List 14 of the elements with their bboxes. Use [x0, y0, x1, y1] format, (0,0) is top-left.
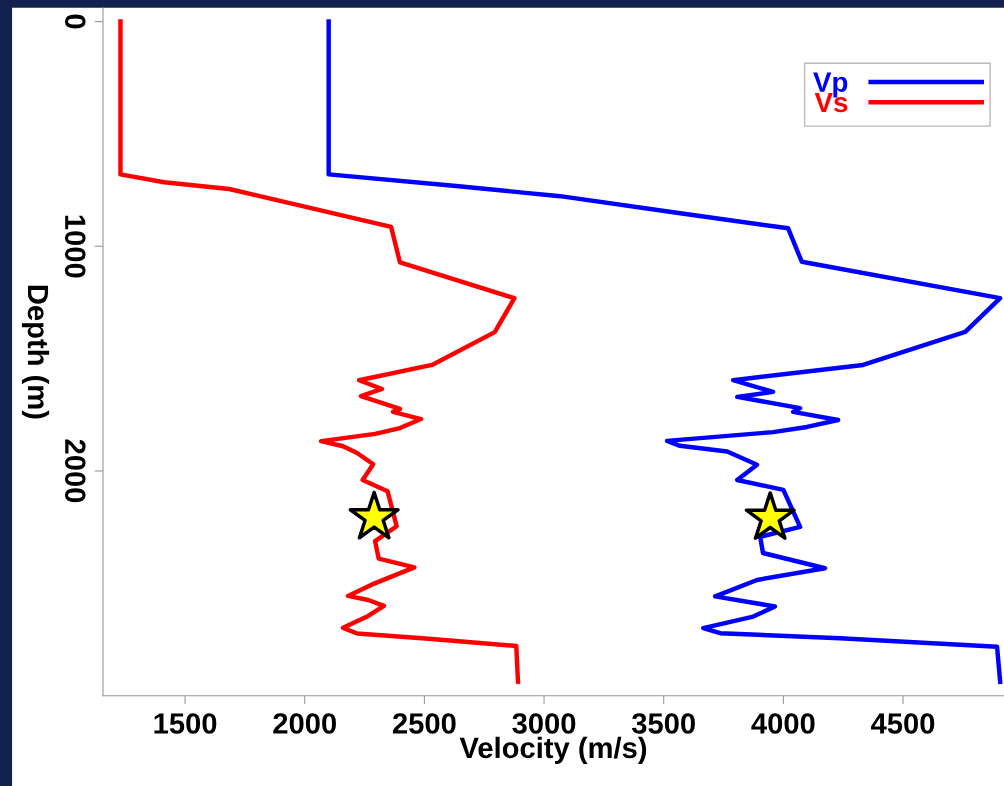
line-series: [118, 19, 521, 684]
x-axis-title: Velocity (m/s): [459, 736, 647, 764]
x-tick-label: 2000: [273, 713, 336, 734]
x-tick-label: 1500: [154, 713, 217, 734]
x-tick-label: 4500: [871, 713, 935, 734]
x-tick-label: 4000: [751, 713, 815, 734]
x-tick-label: 2500: [392, 713, 456, 734]
y-tick-label: 2000: [64, 439, 86, 503]
x-tick-label: 3000: [512, 713, 576, 734]
y-tick-label: 0: [64, 14, 86, 29]
line-series: [326, 19, 1003, 684]
y-axis-title: Depth (m): [21, 285, 50, 419]
x-tick-label: 3500: [631, 713, 695, 734]
y-tick-label: 1000: [64, 215, 86, 278]
